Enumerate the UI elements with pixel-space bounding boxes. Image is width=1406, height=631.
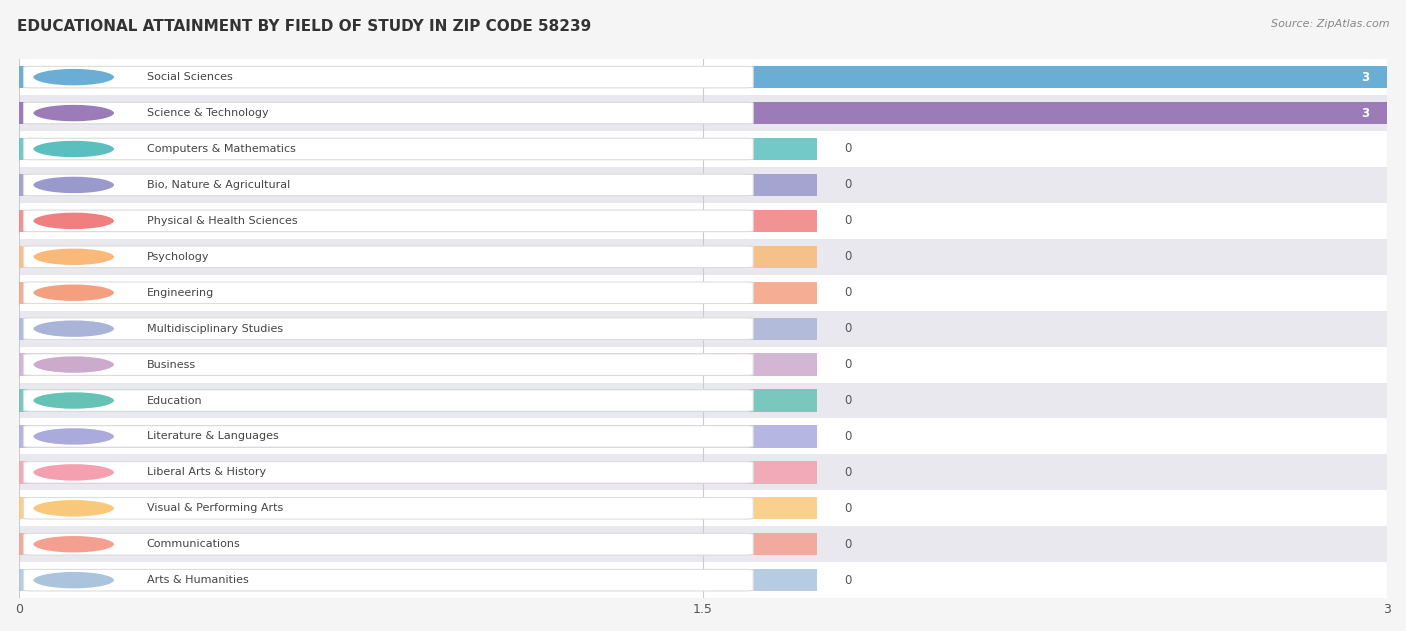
FancyBboxPatch shape <box>24 282 754 304</box>
Bar <box>20 533 817 555</box>
Bar <box>20 281 817 304</box>
Bar <box>20 418 1388 454</box>
FancyBboxPatch shape <box>24 66 754 88</box>
Bar <box>20 569 817 591</box>
Bar <box>20 209 817 232</box>
Ellipse shape <box>32 176 115 194</box>
Bar <box>20 454 1388 490</box>
Bar <box>20 461 817 483</box>
Text: Bio, Nature & Agricultural: Bio, Nature & Agricultural <box>146 180 290 190</box>
FancyBboxPatch shape <box>24 210 754 232</box>
Text: Education: Education <box>146 396 202 406</box>
Text: Multidisciplinary Studies: Multidisciplinary Studies <box>146 324 283 334</box>
Text: EDUCATIONAL ATTAINMENT BY FIELD OF STUDY IN ZIP CODE 58239: EDUCATIONAL ATTAINMENT BY FIELD OF STUDY… <box>17 19 591 34</box>
Text: Source: ZipAtlas.com: Source: ZipAtlas.com <box>1271 19 1389 29</box>
Bar <box>20 490 1388 526</box>
Text: Science & Technology: Science & Technology <box>146 108 269 118</box>
Text: 3: 3 <box>1361 107 1369 119</box>
FancyBboxPatch shape <box>24 462 754 483</box>
Bar <box>20 245 817 268</box>
FancyBboxPatch shape <box>24 102 754 124</box>
Bar <box>20 425 817 447</box>
Text: 0: 0 <box>845 574 852 587</box>
Ellipse shape <box>32 463 115 481</box>
Ellipse shape <box>32 392 115 410</box>
Bar <box>20 562 1388 598</box>
FancyBboxPatch shape <box>24 246 754 268</box>
FancyBboxPatch shape <box>24 497 754 519</box>
Text: Physical & Health Sciences: Physical & Health Sciences <box>146 216 297 226</box>
Text: Engineering: Engineering <box>146 288 214 298</box>
Ellipse shape <box>32 356 115 374</box>
Ellipse shape <box>32 248 115 266</box>
Ellipse shape <box>32 212 115 230</box>
Text: 0: 0 <box>845 179 852 191</box>
Bar <box>20 167 1388 203</box>
Text: 0: 0 <box>845 502 852 515</box>
Bar <box>20 317 817 339</box>
FancyBboxPatch shape <box>24 390 754 411</box>
Bar <box>20 203 1388 239</box>
Bar <box>20 526 1388 562</box>
Bar <box>20 95 1388 131</box>
Text: 3: 3 <box>1361 71 1369 84</box>
Bar <box>20 310 1388 346</box>
Text: Arts & Humanities: Arts & Humanities <box>146 575 249 585</box>
FancyBboxPatch shape <box>24 533 754 555</box>
Text: 0: 0 <box>845 466 852 479</box>
FancyBboxPatch shape <box>24 318 754 339</box>
Ellipse shape <box>32 571 115 589</box>
Text: Communications: Communications <box>146 540 240 549</box>
Text: Visual & Performing Arts: Visual & Performing Arts <box>146 504 283 513</box>
Bar <box>20 274 1388 310</box>
Bar <box>20 389 817 411</box>
Bar <box>20 239 1388 274</box>
Text: 0: 0 <box>845 143 852 155</box>
Text: Literature & Languages: Literature & Languages <box>146 432 278 442</box>
Text: Computers & Mathematics: Computers & Mathematics <box>146 144 295 154</box>
Text: Social Sciences: Social Sciences <box>146 72 232 82</box>
Bar <box>20 497 817 519</box>
Text: 0: 0 <box>845 286 852 299</box>
Text: Business: Business <box>146 360 195 370</box>
FancyBboxPatch shape <box>24 426 754 447</box>
Bar <box>20 353 817 375</box>
Ellipse shape <box>32 320 115 338</box>
Text: 0: 0 <box>845 215 852 227</box>
Bar <box>20 174 817 196</box>
Ellipse shape <box>32 140 115 158</box>
Text: Psychology: Psychology <box>146 252 209 262</box>
Text: 0: 0 <box>845 538 852 551</box>
Ellipse shape <box>32 499 115 517</box>
Text: Liberal Arts & History: Liberal Arts & History <box>146 468 266 478</box>
Ellipse shape <box>32 104 115 122</box>
Bar <box>20 102 1388 124</box>
FancyBboxPatch shape <box>24 138 754 160</box>
FancyBboxPatch shape <box>24 354 754 375</box>
Ellipse shape <box>32 535 115 553</box>
Bar <box>20 66 1388 88</box>
Bar <box>20 138 817 160</box>
FancyBboxPatch shape <box>24 174 754 196</box>
Bar <box>20 131 1388 167</box>
Text: 0: 0 <box>845 251 852 263</box>
Text: 0: 0 <box>845 430 852 443</box>
Bar <box>20 59 1388 95</box>
Ellipse shape <box>32 68 115 86</box>
Ellipse shape <box>32 428 115 445</box>
Ellipse shape <box>32 284 115 302</box>
FancyBboxPatch shape <box>24 569 754 591</box>
Text: 0: 0 <box>845 322 852 335</box>
Text: 0: 0 <box>845 358 852 371</box>
Text: 0: 0 <box>845 394 852 407</box>
Bar <box>20 346 1388 382</box>
Bar <box>20 382 1388 418</box>
